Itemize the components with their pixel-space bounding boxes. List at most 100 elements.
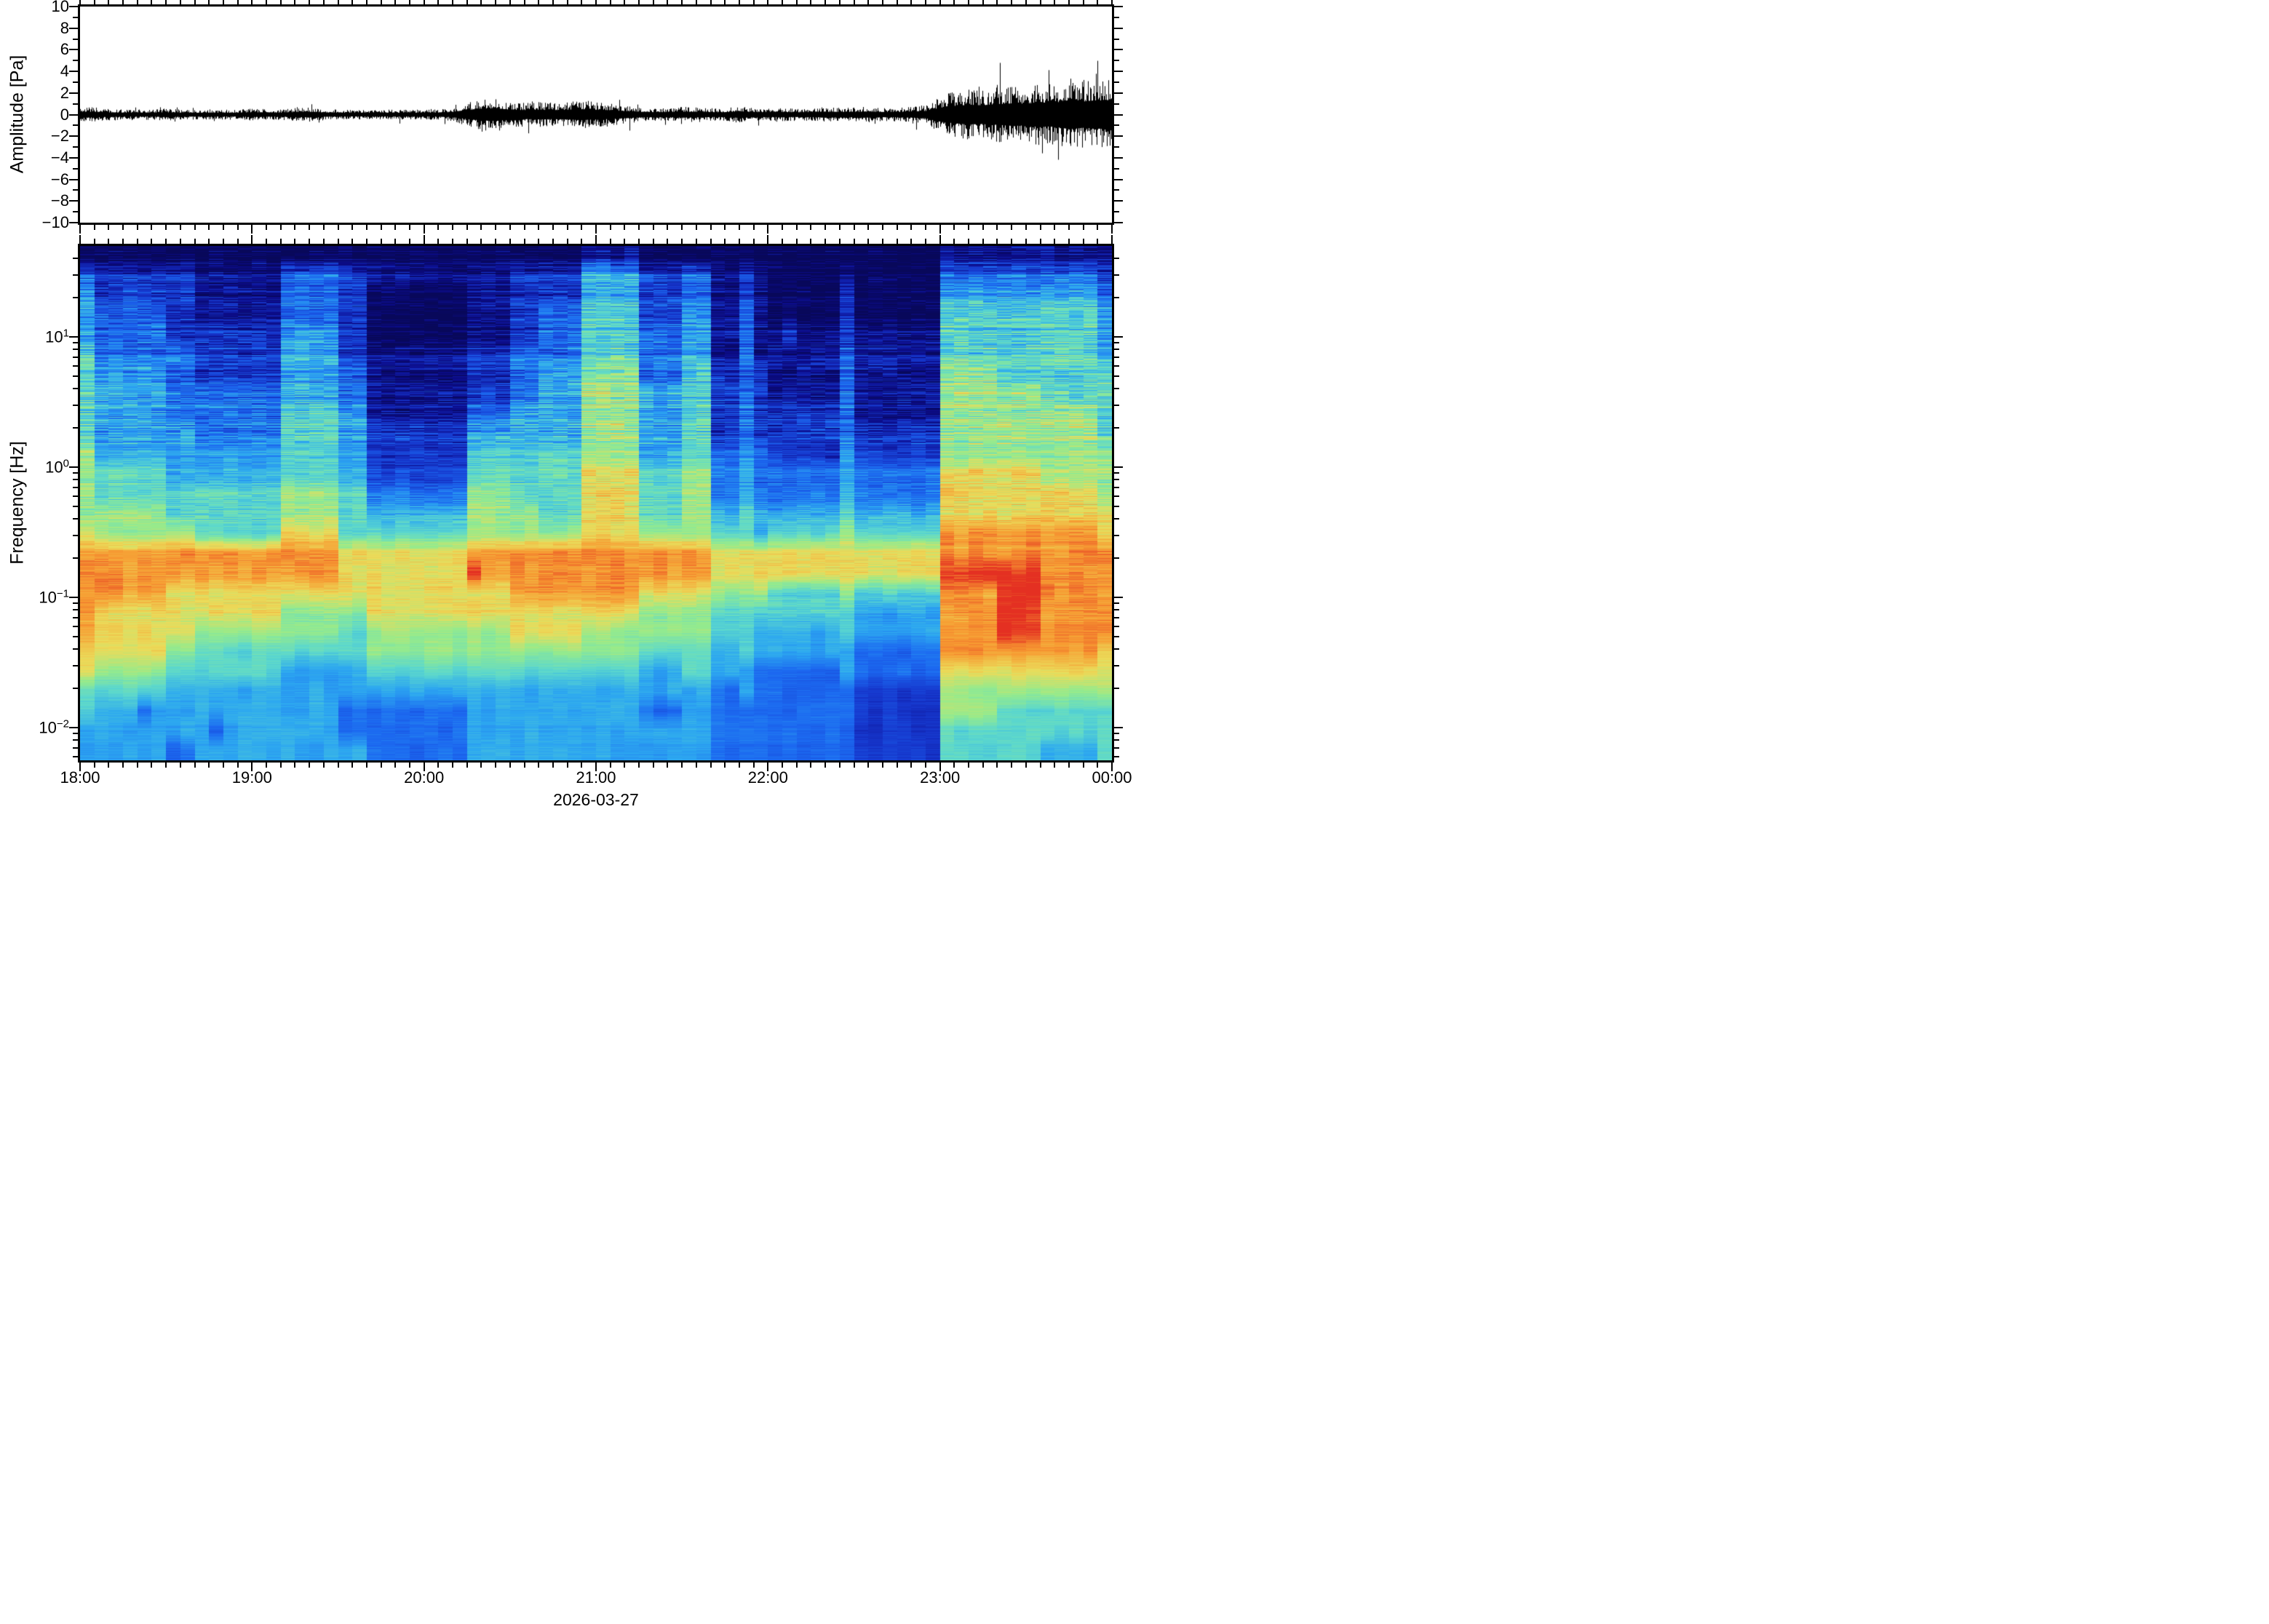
axis-tick <box>1114 739 1119 741</box>
spectrogram-panel <box>78 244 1114 763</box>
waveform-canvas <box>80 7 1112 223</box>
axis-tick <box>93 225 95 230</box>
axis-tick <box>322 239 325 244</box>
axis-tick <box>710 763 712 768</box>
axis-tick <box>1114 92 1123 94</box>
axis-tick <box>1011 763 1013 768</box>
axis-tick <box>452 763 454 768</box>
axis-tick <box>179 239 181 244</box>
axis-tick <box>867 225 870 230</box>
axis-tick <box>1114 38 1119 40</box>
axis-tick <box>1114 472 1119 474</box>
axis-tick <box>365 763 367 768</box>
axis-tick <box>996 0 998 4</box>
axis-tick <box>767 0 769 4</box>
amplitude-tick-label: −4 <box>50 148 69 167</box>
axis-tick <box>73 342 78 344</box>
axis-tick <box>924 239 926 244</box>
axis-tick <box>810 225 812 230</box>
axis-tick <box>73 60 78 62</box>
axis-tick <box>365 225 367 230</box>
axis-tick <box>69 200 78 202</box>
axis-tick <box>566 0 568 4</box>
axis-tick <box>1114 495 1119 497</box>
axis-tick <box>1114 16 1119 18</box>
axis-tick <box>408 763 410 768</box>
axis-tick <box>73 404 78 406</box>
axis-tick <box>953 225 955 230</box>
axis-tick <box>136 239 138 244</box>
axis-tick <box>624 0 626 4</box>
axis-tick <box>251 763 253 771</box>
amplitude-tick-label: 10 <box>51 0 69 15</box>
axis-tick <box>73 635 78 637</box>
axis-tick <box>695 763 697 768</box>
axis-tick <box>824 225 827 230</box>
time-tick-label: 18:00 <box>60 768 100 787</box>
axis-tick <box>423 0 425 4</box>
axis-tick <box>73 16 78 18</box>
amplitude-tick-label: 4 <box>60 62 69 81</box>
axis-tick <box>73 616 78 618</box>
axis-tick <box>710 239 712 244</box>
time-tick-label: 21:00 <box>576 768 616 787</box>
axis-tick <box>165 239 167 244</box>
axis-tick <box>1111 763 1113 771</box>
axis-tick <box>437 239 440 244</box>
axis-tick <box>924 0 926 4</box>
axis-tick <box>953 239 955 244</box>
axis-tick <box>1025 763 1027 768</box>
axis-tick <box>179 763 181 768</box>
time-tick-label: 00:00 <box>1092 768 1132 787</box>
axis-tick <box>1114 49 1123 51</box>
axis-tick <box>638 0 640 4</box>
axis-tick <box>1039 239 1041 244</box>
axis-tick <box>595 235 597 244</box>
axis-tick <box>73 388 78 390</box>
axis-tick <box>1039 763 1041 768</box>
axis-tick <box>495 225 497 230</box>
axis-tick <box>351 0 354 4</box>
axis-tick <box>1114 755 1119 757</box>
axis-tick <box>1114 103 1119 105</box>
axis-tick <box>79 0 81 4</box>
axis-tick <box>151 225 153 230</box>
axis-tick <box>237 239 239 244</box>
axis-tick <box>1114 625 1119 627</box>
axis-tick <box>853 239 855 244</box>
axis-tick <box>552 763 554 768</box>
axis-tick <box>968 225 970 230</box>
axis-tick <box>279 0 282 4</box>
axis-tick <box>782 0 784 4</box>
axis-tick <box>337 239 339 244</box>
axis-tick <box>724 763 726 768</box>
axis-tick <box>73 81 78 83</box>
axis-tick <box>667 239 669 244</box>
axis-tick <box>309 239 311 244</box>
time-tick-label: 20:00 <box>404 768 445 787</box>
axis-tick <box>73 486 78 488</box>
axis-tick <box>1114 297 1119 299</box>
axis-tick <box>595 0 597 4</box>
axis-tick <box>1114 609 1119 611</box>
axis-tick <box>968 239 970 244</box>
axis-tick <box>1114 726 1123 728</box>
axis-tick <box>351 225 354 230</box>
axis-tick <box>73 648 78 650</box>
axis-tick <box>538 763 540 768</box>
axis-tick <box>1114 534 1119 536</box>
axis-tick <box>380 225 382 230</box>
axis-tick <box>681 0 683 4</box>
axis-tick <box>480 239 482 244</box>
axis-tick <box>73 479 78 481</box>
axis-tick <box>136 763 138 768</box>
axis-tick <box>652 0 654 4</box>
freq-tick-label-0p01: 10−2 <box>39 717 69 737</box>
axis-tick <box>1054 239 1056 244</box>
axis-tick <box>1114 349 1119 351</box>
axis-tick <box>838 0 841 4</box>
axis-tick <box>523 225 525 230</box>
axis-tick <box>953 0 955 4</box>
axis-tick <box>824 239 827 244</box>
axis-tick <box>1111 235 1113 244</box>
